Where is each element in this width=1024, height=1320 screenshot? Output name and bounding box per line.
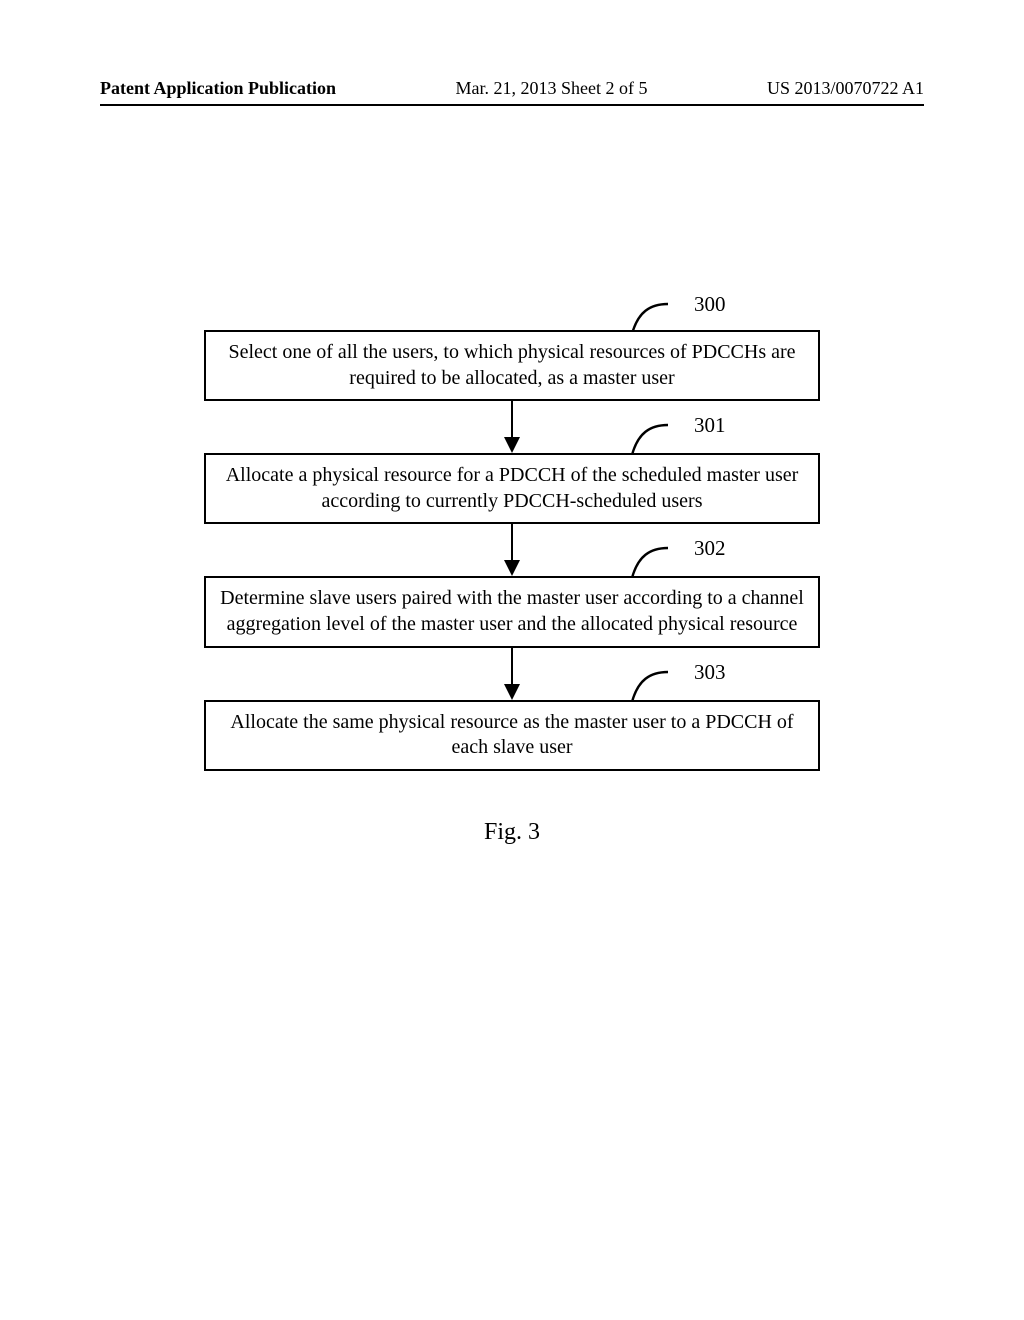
- ref-number: 303: [694, 660, 726, 685]
- arrow-stem: [511, 648, 513, 686]
- page-header: Patent Application Publication Mar. 21, …: [0, 78, 1024, 99]
- ref-leader-icon: [624, 538, 684, 580]
- connector: 302: [204, 524, 820, 576]
- ref-number: 301: [694, 413, 726, 438]
- flow-step-text: Determine slave users paired with the ma…: [220, 587, 804, 635]
- header-right: US 2013/0070722 A1: [767, 78, 924, 99]
- ref-leader-icon: [624, 415, 684, 457]
- ref-302: 302: [624, 538, 824, 580]
- flow-step-text: Allocate a physical resource for a PDCCH…: [226, 464, 799, 512]
- flow-step-text: Allocate the same physical resource as t…: [230, 711, 793, 759]
- flow-step-303: Allocate the same physical resource as t…: [204, 700, 820, 771]
- ref-number: 302: [694, 536, 726, 561]
- ref-303: 303: [624, 662, 824, 704]
- flow-step-302: Determine slave users paired with the ma…: [204, 576, 820, 647]
- arrow-head-icon: [504, 437, 520, 453]
- arrow-head-icon: [504, 684, 520, 700]
- arrow-stem: [511, 401, 513, 439]
- ref-number: 300: [694, 292, 726, 317]
- flowchart: 300 Select one of all the users, to whic…: [204, 330, 820, 846]
- figure-caption-text: Fig. 3: [484, 819, 540, 845]
- connector: 303: [204, 648, 820, 700]
- ref-leader-icon: [624, 662, 684, 704]
- header-left: Patent Application Publication: [100, 78, 336, 99]
- flow-step-300: Select one of all the users, to which ph…: [204, 330, 820, 401]
- page: Patent Application Publication Mar. 21, …: [0, 0, 1024, 1320]
- flow-step-301: Allocate a physical resource for a PDCCH…: [204, 453, 820, 524]
- arrow-stem: [511, 524, 513, 562]
- arrow-head-icon: [504, 560, 520, 576]
- flow-step-text: Select one of all the users, to which ph…: [228, 341, 795, 389]
- header-rule: [100, 104, 924, 106]
- connector: 301: [204, 401, 820, 453]
- header-mid: Mar. 21, 2013 Sheet 2 of 5: [456, 78, 648, 99]
- ref-301: 301: [624, 415, 824, 457]
- figure-caption: Fig. 3: [204, 819, 820, 846]
